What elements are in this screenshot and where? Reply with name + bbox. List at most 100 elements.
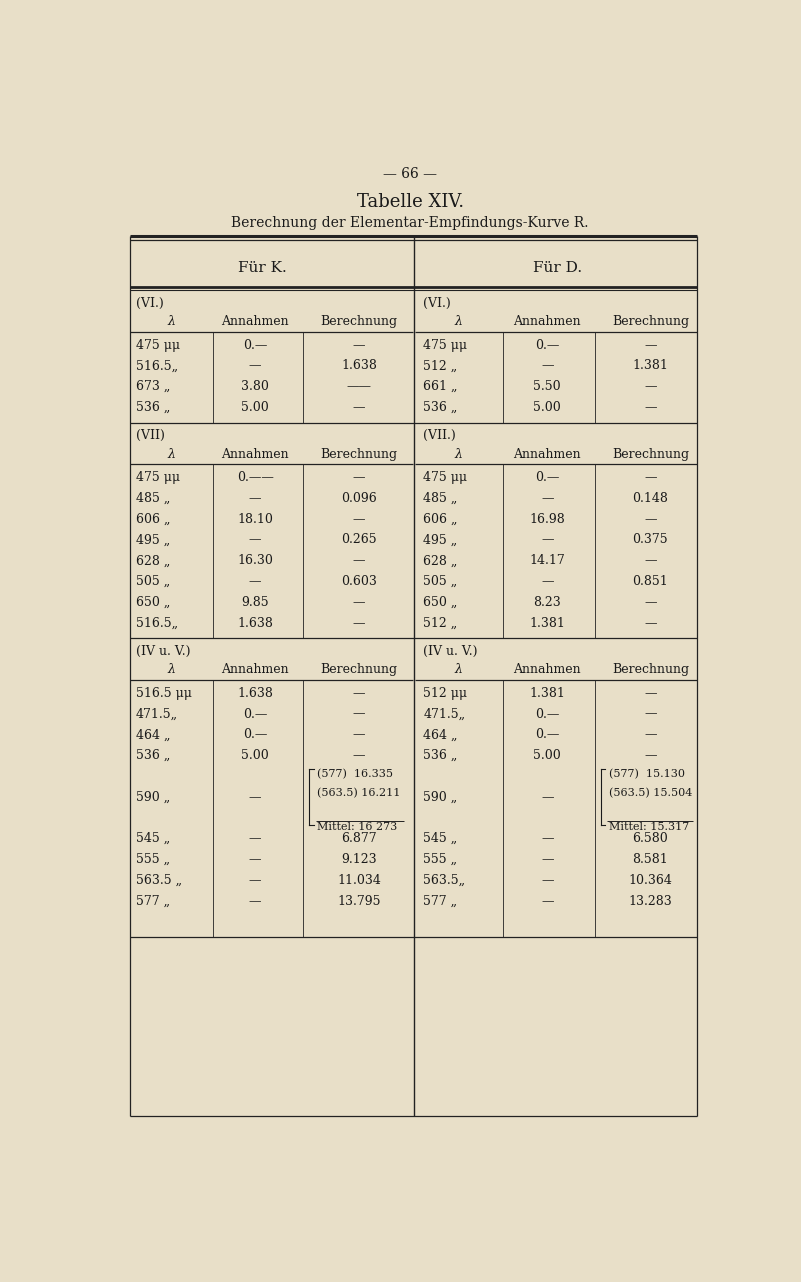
Text: 11.034: 11.034 [337,874,381,887]
Text: 563.5„: 563.5„ [423,874,465,887]
Text: —: — [352,338,365,351]
Text: 555 „: 555 „ [136,853,170,867]
Text: 516.5 μμ: 516.5 μμ [136,687,191,700]
Text: 661 „: 661 „ [423,381,458,394]
Text: λ: λ [167,663,175,676]
Text: —: — [352,470,365,485]
Text: 495 „: 495 „ [423,533,457,546]
Text: 13.795: 13.795 [337,895,380,908]
Text: 9.123: 9.123 [341,853,376,867]
Text: 475 μμ: 475 μμ [423,338,467,351]
Text: 0.148: 0.148 [633,492,668,505]
Text: —: — [249,791,261,804]
Text: —: — [249,576,261,588]
Text: Annahmen: Annahmen [513,447,581,460]
Text: (IV u. V.): (IV u. V.) [136,645,191,658]
Text: 16.98: 16.98 [529,513,566,526]
Text: λ: λ [454,663,462,676]
Text: 475 μμ: 475 μμ [136,338,179,351]
Text: 545 „: 545 „ [136,832,170,845]
Text: —: — [541,874,553,887]
Text: —: — [541,832,553,845]
Text: 471.5„: 471.5„ [423,708,465,720]
Text: Berechnung: Berechnung [612,315,689,328]
Text: —: — [249,895,261,908]
Text: —: — [352,554,365,567]
Text: —: — [352,687,365,700]
Text: ——: —— [347,381,372,394]
Text: 8.23: 8.23 [533,596,562,609]
Text: Annahmen: Annahmen [221,315,289,328]
Text: (563.5) 15.504: (563.5) 15.504 [609,787,692,799]
Text: 0.603: 0.603 [341,576,377,588]
Text: 16.30: 16.30 [237,554,273,567]
Text: 673 „: 673 „ [136,381,170,394]
Text: — 66 —: — 66 — [383,167,437,181]
Text: 536 „: 536 „ [136,401,170,414]
Text: Annahmen: Annahmen [513,663,581,676]
Text: —: — [644,470,657,485]
Text: Berechnung: Berechnung [612,447,689,460]
Text: —: — [249,492,261,505]
Text: 6.877: 6.877 [341,832,376,845]
Text: 475 μμ: 475 μμ [136,470,179,485]
Text: —: — [541,576,553,588]
Text: 0.096: 0.096 [341,492,376,505]
Text: —: — [352,596,365,609]
Text: λ: λ [454,315,462,328]
Text: 512 „: 512 „ [423,617,457,629]
Text: 563.5 „: 563.5 „ [136,874,182,887]
Text: 590 „: 590 „ [423,791,457,804]
Text: 516.5„: 516.5„ [136,359,178,373]
Text: 3.80: 3.80 [241,381,269,394]
Text: 512 „: 512 „ [423,359,457,373]
Text: —: — [644,749,657,762]
Text: Berechnung der Elementar-Empfindungs-Kurve R.: Berechnung der Elementar-Empfindungs-Kur… [231,217,589,231]
Text: —: — [249,832,261,845]
Text: 0.—: 0.— [243,708,268,720]
Text: —: — [249,874,261,887]
Text: λ: λ [167,447,175,460]
Text: 1.381: 1.381 [529,617,566,629]
Text: 464 „: 464 „ [423,728,458,741]
Text: Berechnung: Berechnung [320,663,397,676]
Text: 0.—: 0.— [243,338,268,351]
Text: Für D.: Für D. [533,260,582,274]
Text: 0.—: 0.— [535,338,559,351]
Text: 475 μμ: 475 μμ [423,470,467,485]
Text: —: — [644,617,657,629]
Text: 536 „: 536 „ [136,749,170,762]
Text: 555 „: 555 „ [423,853,457,867]
Text: 0.—: 0.— [535,470,559,485]
Text: —: — [541,791,553,804]
Text: (563.5) 16.211: (563.5) 16.211 [317,787,400,799]
Text: 1.638: 1.638 [237,617,273,629]
Text: 1.638: 1.638 [237,687,273,700]
Text: (VII.): (VII.) [423,429,456,442]
Text: —: — [541,853,553,867]
Text: 13.283: 13.283 [629,895,672,908]
Text: 545 „: 545 „ [423,832,457,845]
Text: 516.5„: 516.5„ [136,617,178,629]
Text: (VI.): (VI.) [423,296,451,310]
Text: 606 „: 606 „ [423,513,458,526]
Text: 5.50: 5.50 [533,381,562,394]
Text: Annahmen: Annahmen [221,447,289,460]
Text: 1.638: 1.638 [341,359,377,373]
Text: (IV u. V.): (IV u. V.) [423,645,478,658]
Text: —: — [352,513,365,526]
Text: 464 „: 464 „ [136,728,171,741]
Text: 536 „: 536 „ [423,749,457,762]
Text: 512 μμ: 512 μμ [423,687,467,700]
Text: —: — [352,617,365,629]
Text: 577 „: 577 „ [136,895,170,908]
Text: —: — [644,687,657,700]
Text: 5.00: 5.00 [533,749,562,762]
Text: —: — [644,728,657,741]
Text: 485 „: 485 „ [423,492,457,505]
Text: Berechnung: Berechnung [612,663,689,676]
Text: Tabelle XIV.: Tabelle XIV. [356,192,464,210]
Text: —: — [352,708,365,720]
Text: 18.10: 18.10 [237,513,273,526]
Text: 5.00: 5.00 [241,749,269,762]
